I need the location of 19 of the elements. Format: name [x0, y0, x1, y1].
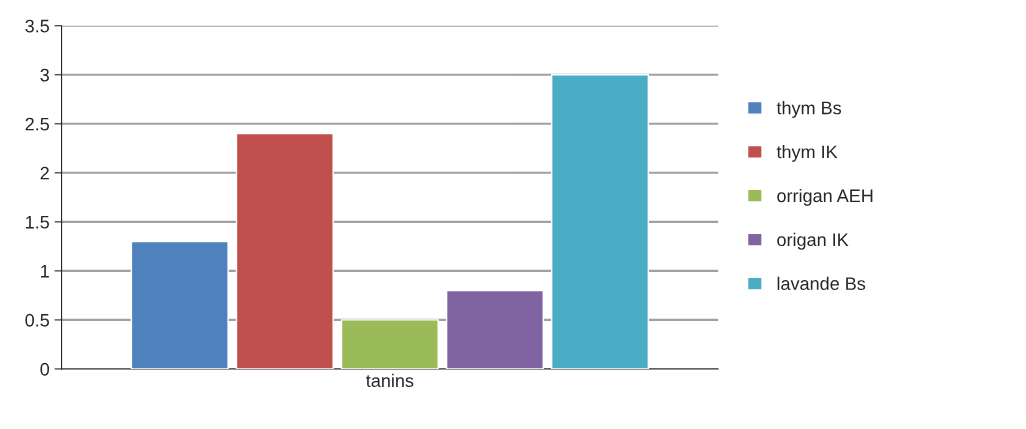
legend-label: origan IK	[777, 232, 849, 250]
x-tick-label: tanins	[366, 373, 414, 388]
legend-label: orrigan AEH	[777, 188, 873, 206]
legend-label: lavande Bs	[777, 276, 866, 291]
y-tick-label: 0.5	[25, 313, 49, 327]
y-tick-label: 1.5	[26, 215, 49, 229]
y-tick-label: 2	[40, 166, 49, 180]
y-tick-label: 3.5	[25, 19, 49, 33]
y-tick-label: 2.5	[25, 117, 49, 131]
legend-label: thym IK	[776, 145, 838, 162]
bar	[550, 74, 650, 369]
y-tick-label: 3	[40, 68, 49, 82]
bar	[235, 132, 334, 369]
bar	[340, 319, 439, 369]
bar	[130, 240, 229, 369]
bar	[445, 289, 544, 369]
legend-label: thym Bs	[776, 101, 842, 118]
y-tick-label: 0	[40, 362, 50, 376]
y-tick-label: 1	[41, 265, 49, 278]
